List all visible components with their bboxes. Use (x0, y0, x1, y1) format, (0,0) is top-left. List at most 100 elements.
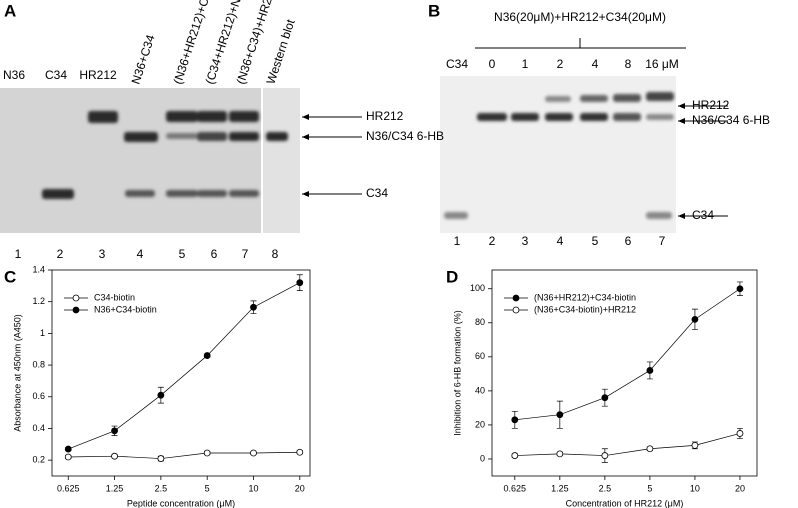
y-tick-label: 60 (475, 351, 485, 361)
legend-label: C34-biotin (94, 292, 135, 302)
lane-number: 2 (57, 247, 64, 261)
legend-label: (N36+C34-biotin)+HR212 (534, 304, 636, 314)
legend-label: (N36+HR212)+C34-biotin (534, 292, 636, 302)
y-tick-label: 0.2 (32, 455, 45, 465)
data-point (111, 427, 118, 435)
x-tick-label: 0.625 (504, 483, 527, 493)
data-point (111, 452, 118, 460)
x-tick-label: 5 (647, 483, 652, 493)
y-tick-label: 0.4 (32, 423, 45, 433)
plot-frame (491, 269, 758, 477)
marker-label: HR212 (366, 109, 404, 123)
y-tick-label: 100 (470, 283, 485, 293)
y-tick-label: 1.2 (32, 296, 45, 306)
data-point (736, 430, 744, 437)
lane-number: 1 (454, 234, 461, 248)
series-line (68, 282, 300, 450)
y-axis-label: Absorbance at 450nm (A450) (12, 314, 22, 432)
x-tick-label: 1.25 (551, 483, 569, 493)
y-tick-label: 0.8 (32, 359, 45, 369)
marker-label: C34 (366, 186, 388, 200)
x-tick-label: 2.5 (599, 483, 612, 493)
data-point (511, 416, 519, 424)
legend-marker (512, 306, 520, 314)
lane-number: 3 (99, 247, 106, 261)
data-point (64, 445, 72, 453)
legend-marker (72, 294, 80, 302)
x-tick-label: 0.625 (57, 483, 80, 493)
lane-number: 7 (242, 247, 249, 261)
x-axis-label: Peptide concentration (μM) (127, 498, 235, 508)
lane-number: 6 (211, 247, 218, 261)
data-point (511, 452, 519, 459)
x-tick-label: 10 (248, 483, 258, 493)
data-point (646, 367, 654, 374)
lane-label: 8 (625, 57, 632, 71)
panel-letter: C (4, 267, 16, 286)
x-tick-label: 5 (205, 483, 210, 493)
lane-label: N36+C34 (129, 33, 158, 86)
x-tick-label: 20 (295, 483, 305, 493)
x-tick-label: 2.5 (155, 483, 168, 493)
marker-label: C34 (692, 208, 714, 222)
y-tick-label: 80 (475, 317, 485, 327)
y-tick-label: 20 (475, 419, 485, 429)
panel-letter: A (4, 1, 16, 20)
lane-number: 5 (592, 234, 599, 248)
lane-number: 6 (625, 234, 632, 248)
lane-number: 2 (489, 234, 496, 248)
y-tick-label: 0.6 (32, 391, 45, 401)
gel-header: N36(20μM)+HR212+C34(20μM) (494, 10, 666, 24)
marker-label: N36/C34 6-HB (692, 113, 770, 127)
data-point (556, 450, 564, 458)
lane-label: 16 μM (645, 57, 679, 71)
data-point (250, 303, 257, 311)
lane-label: C34 (45, 68, 67, 82)
lane-number: 8 (272, 247, 279, 261)
legend-marker (512, 294, 520, 302)
y-tick-label: 40 (475, 385, 485, 395)
lane-number: 1 (15, 247, 22, 261)
data-point (691, 315, 699, 323)
lane-label: HR212 (79, 68, 117, 82)
data-point (601, 394, 609, 402)
x-tick-label: 20 (735, 483, 745, 493)
data-point (64, 453, 72, 461)
plot-frame (51, 269, 311, 477)
series-line (514, 433, 741, 456)
lane-label: 1 (522, 57, 529, 71)
data-point (646, 445, 654, 453)
data-point (203, 352, 211, 359)
data-point (556, 411, 564, 419)
series-line (514, 288, 741, 421)
lane-label: N36 (3, 68, 25, 82)
x-tick-label: 10 (690, 483, 700, 493)
lane-label: 0 (489, 57, 496, 71)
lane-number: 4 (137, 247, 144, 261)
y-tick-label: 0 (480, 453, 485, 463)
y-axis-label: Inhibition of 6-HB formation (%) (452, 310, 462, 436)
data-point (296, 279, 304, 287)
x-tick-label: 1.25 (106, 483, 124, 493)
legend-label: N36+C34-biotin (94, 304, 157, 314)
series-line (68, 451, 300, 459)
data-point (691, 441, 699, 449)
data-point (203, 449, 211, 457)
data-point (157, 455, 165, 462)
data-point (250, 449, 257, 457)
data-point (601, 452, 609, 459)
x-axis-label: Concentration of HR212 (μM) (566, 498, 684, 508)
legend-marker (72, 306, 80, 314)
lane-label: 4 (592, 57, 599, 71)
panel-letter: B (428, 1, 440, 20)
data-point (157, 391, 165, 399)
marker-label: N36/C34 6-HB (366, 129, 444, 143)
y-tick-label: 1.4 (32, 264, 45, 274)
data-point (736, 285, 744, 293)
panel-letter: D (446, 267, 458, 286)
lane-label: C34 (446, 57, 468, 71)
gel-b (440, 38, 686, 233)
gel-a (0, 88, 300, 233)
